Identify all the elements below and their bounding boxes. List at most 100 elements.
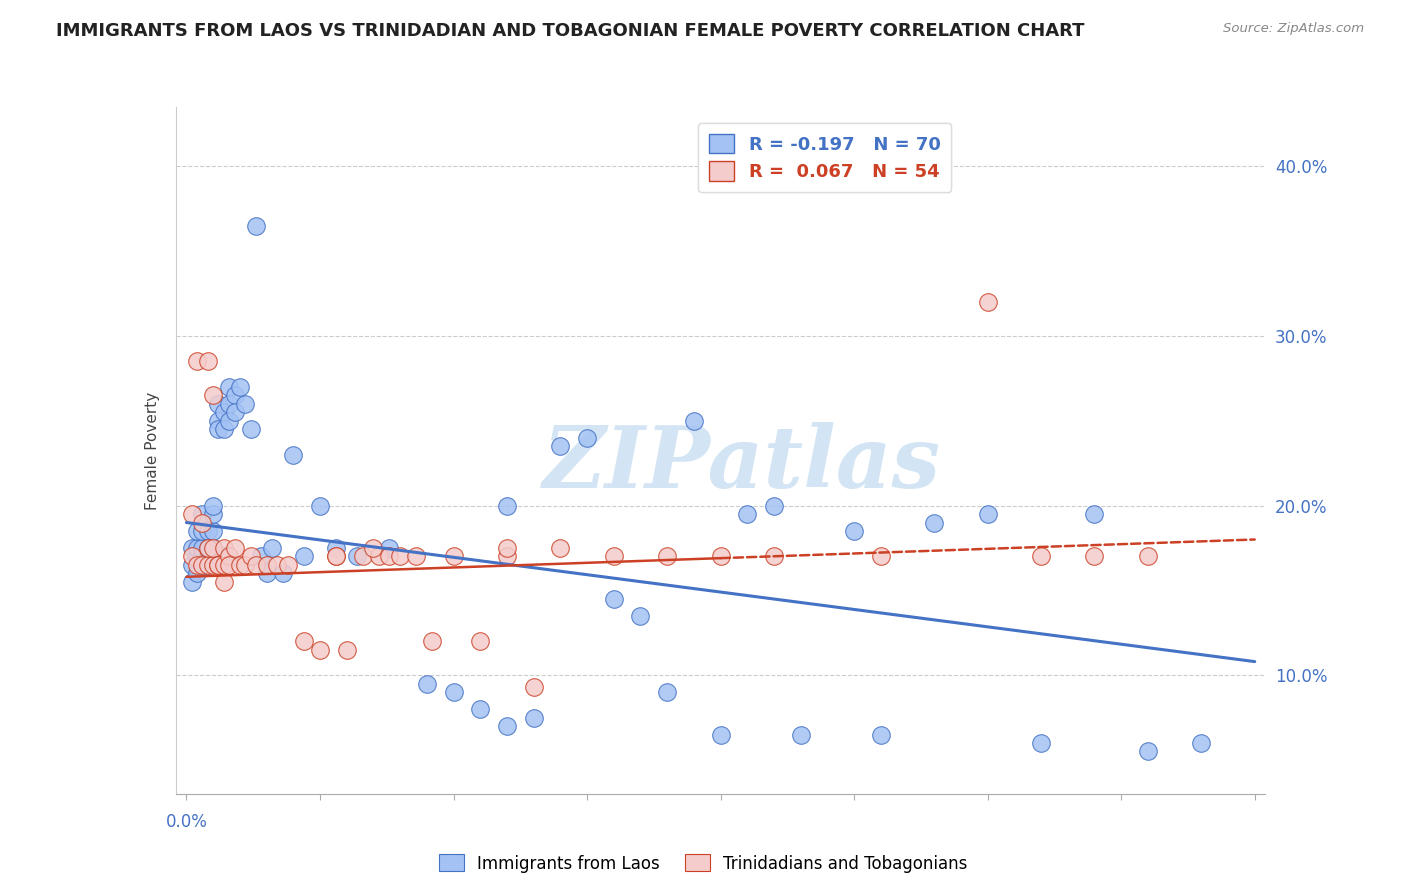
Text: 0.0%: 0.0% [166,814,207,831]
Point [180,541,202,555]
Point [212,549,235,564]
Text: Source: ZipAtlas.com: Source: ZipAtlas.com [1223,22,1364,36]
Point [762,499,785,513]
Point [292,549,315,564]
Point [443,549,465,564]
Point [207,414,229,428]
Point [523,680,546,694]
Point [292,634,315,648]
Point [367,549,389,564]
Point [250,549,273,564]
Point [325,549,347,564]
Point [224,405,246,419]
Point [212,558,235,572]
Point [976,507,998,521]
Point [550,439,572,453]
Legend: Immigrants from Laos, Trinidadians and Tobagonians: Immigrants from Laos, Trinidadians and T… [432,847,974,880]
Point [212,422,235,436]
Point [352,549,374,564]
Point [186,566,208,581]
Point [378,541,401,555]
Point [266,558,288,572]
Point [191,507,214,521]
Point [207,549,229,564]
Point [256,566,278,581]
Point [260,541,283,555]
Point [197,541,219,555]
Point [229,558,252,572]
Point [197,354,219,368]
Point [245,219,267,233]
Point [197,558,219,572]
Point [735,507,758,521]
Point [239,549,262,564]
Point [683,414,706,428]
Point [180,507,202,521]
Point [218,414,240,428]
Text: ZIPatlas: ZIPatlas [543,423,942,506]
Point [603,591,626,606]
Point [869,727,891,741]
Point [191,558,214,572]
Point [186,541,208,555]
Point [1029,549,1052,564]
Point [186,354,208,368]
Point [630,608,652,623]
Point [207,558,229,572]
Point [405,549,427,564]
Point [271,566,294,581]
Point [191,549,214,564]
Point [657,549,679,564]
Point [1136,549,1159,564]
Point [202,558,225,572]
Point [191,524,214,538]
Point [603,549,626,564]
Point [233,397,256,411]
Y-axis label: Female Poverty: Female Poverty [145,392,160,509]
Point [325,549,347,564]
Text: IMMIGRANTS FROM LAOS VS TRINIDADIAN AND TOBAGONIAN FEMALE POVERTY CORRELATION CH: IMMIGRANTS FROM LAOS VS TRINIDADIAN AND … [56,22,1085,40]
Point [496,499,519,513]
Point [202,388,225,402]
Point [197,541,219,555]
Point [277,558,299,572]
Point [496,719,519,733]
Point [363,541,385,555]
Point [309,499,332,513]
Point [245,558,267,572]
Point [420,634,443,648]
Point [710,727,733,741]
Point [389,549,412,564]
Point [197,549,219,564]
Legend: R = -0.197   N = 70, R =  0.067   N = 54: R = -0.197 N = 70, R = 0.067 N = 54 [697,123,952,192]
Point [523,710,546,724]
Point [224,541,246,555]
Point [218,380,240,394]
Point [218,397,240,411]
Point [496,549,519,564]
Point [256,558,278,572]
Point [202,499,225,513]
Point [197,524,219,538]
Point [229,380,252,394]
Point [218,558,240,572]
Point [207,397,229,411]
Point [191,516,214,530]
Point [496,541,519,555]
Point [443,685,465,699]
Point [218,549,240,564]
Point [922,516,945,530]
Point [191,541,214,555]
Point [336,642,359,657]
Point [239,422,262,436]
Point [212,574,235,589]
Point [1083,549,1105,564]
Point [325,541,347,555]
Point [224,388,246,402]
Point [762,549,785,564]
Point [186,524,208,538]
Point [202,524,225,538]
Point [186,558,208,572]
Point [1136,744,1159,758]
Point [1189,736,1212,750]
